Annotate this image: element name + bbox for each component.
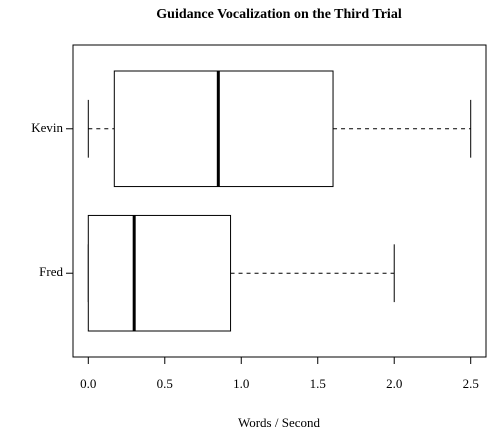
x-axis-label: Words / Second: [238, 415, 320, 430]
y-tick-label: Fred: [39, 264, 63, 279]
x-tick-label: 0.0: [80, 376, 96, 391]
chart-title: Guidance Vocalization on the Third Trial: [156, 7, 402, 22]
box: [113, 70, 334, 188]
plot-frame: [72, 44, 487, 358]
x-tick-label: 1.5: [310, 376, 326, 391]
x-tick-label: 0.5: [157, 376, 173, 391]
y-tick-label: Kevin: [31, 120, 63, 135]
x-tick-label: 2.0: [386, 376, 402, 391]
x-tick-label: 1.0: [233, 376, 249, 391]
x-tick-label: 2.5: [463, 376, 479, 391]
box: [87, 214, 232, 332]
